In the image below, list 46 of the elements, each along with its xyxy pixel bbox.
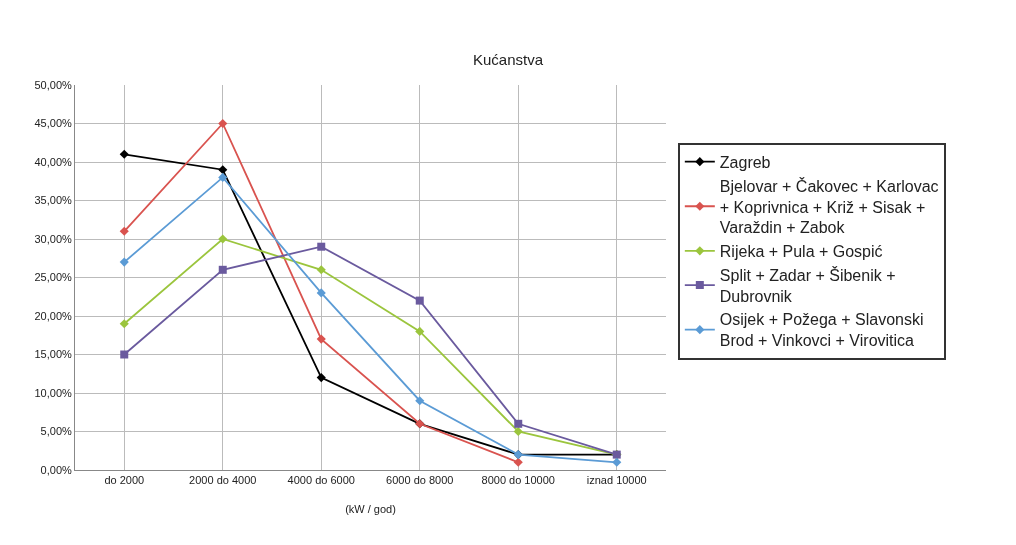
legend-label: Rijeka + Pula + Gospić (719, 243, 883, 261)
point (218, 165, 228, 175)
point (415, 296, 424, 305)
point (218, 234, 228, 244)
legend-label: Bjelovar + Čakovec + Karlovac + Koprivnica + Križ + Sisak + Varaždin + Zabok (719, 176, 939, 237)
chart-title: Kućanstva (472, 51, 544, 68)
point (513, 457, 523, 467)
x-axis-title: (kW / god) (345, 503, 396, 515)
legend-label: Osijek + Požega + Slavonski Brod + Vinkovci + Virovitica (719, 311, 924, 350)
y-tick-label: 30,00% (34, 232, 73, 245)
point (415, 326, 425, 336)
point (415, 396, 425, 406)
point (316, 288, 326, 298)
x-tick-label: iznad 10000 (586, 474, 647, 487)
point (120, 350, 129, 359)
x-tick-label: 4000 do 6000 (287, 474, 355, 487)
point (612, 457, 622, 467)
point (218, 172, 228, 182)
y-tick-label: 20,00% (34, 309, 73, 322)
point (316, 334, 326, 344)
y-tick-label: 10,00% (34, 386, 73, 399)
point (317, 242, 326, 251)
y-tick-label: 35,00% (34, 194, 73, 207)
x-tick-label: 6000 do 8000 (386, 474, 454, 487)
y-tick-label: 50,00% (34, 78, 73, 91)
x-tick-label: do 2000 (104, 474, 145, 487)
point (119, 319, 129, 329)
point (316, 265, 326, 275)
point (316, 373, 326, 383)
point (513, 426, 523, 437)
y-tick-label: 5,00% (40, 425, 73, 438)
legend-label: Split + Zadar + Šibenik + Dubrovnik (719, 265, 896, 305)
y-tick-label: 45,00% (34, 117, 73, 130)
point (119, 149, 129, 159)
y-tick-label: 40,00% (34, 155, 73, 168)
y-tick-label: 25,00% (34, 271, 73, 284)
x-tick-label: 8000 do 10000 (481, 474, 555, 487)
point (119, 226, 129, 236)
y-tick-label: 15,00% (34, 348, 73, 361)
x-tick-label: 2000 do 4000 (189, 474, 257, 487)
point (119, 257, 129, 267)
point (218, 265, 227, 274)
point (218, 118, 228, 129)
point (514, 419, 523, 428)
legend-label: Zagreb (719, 153, 771, 171)
y-tick-label: 0,00% (40, 463, 73, 476)
